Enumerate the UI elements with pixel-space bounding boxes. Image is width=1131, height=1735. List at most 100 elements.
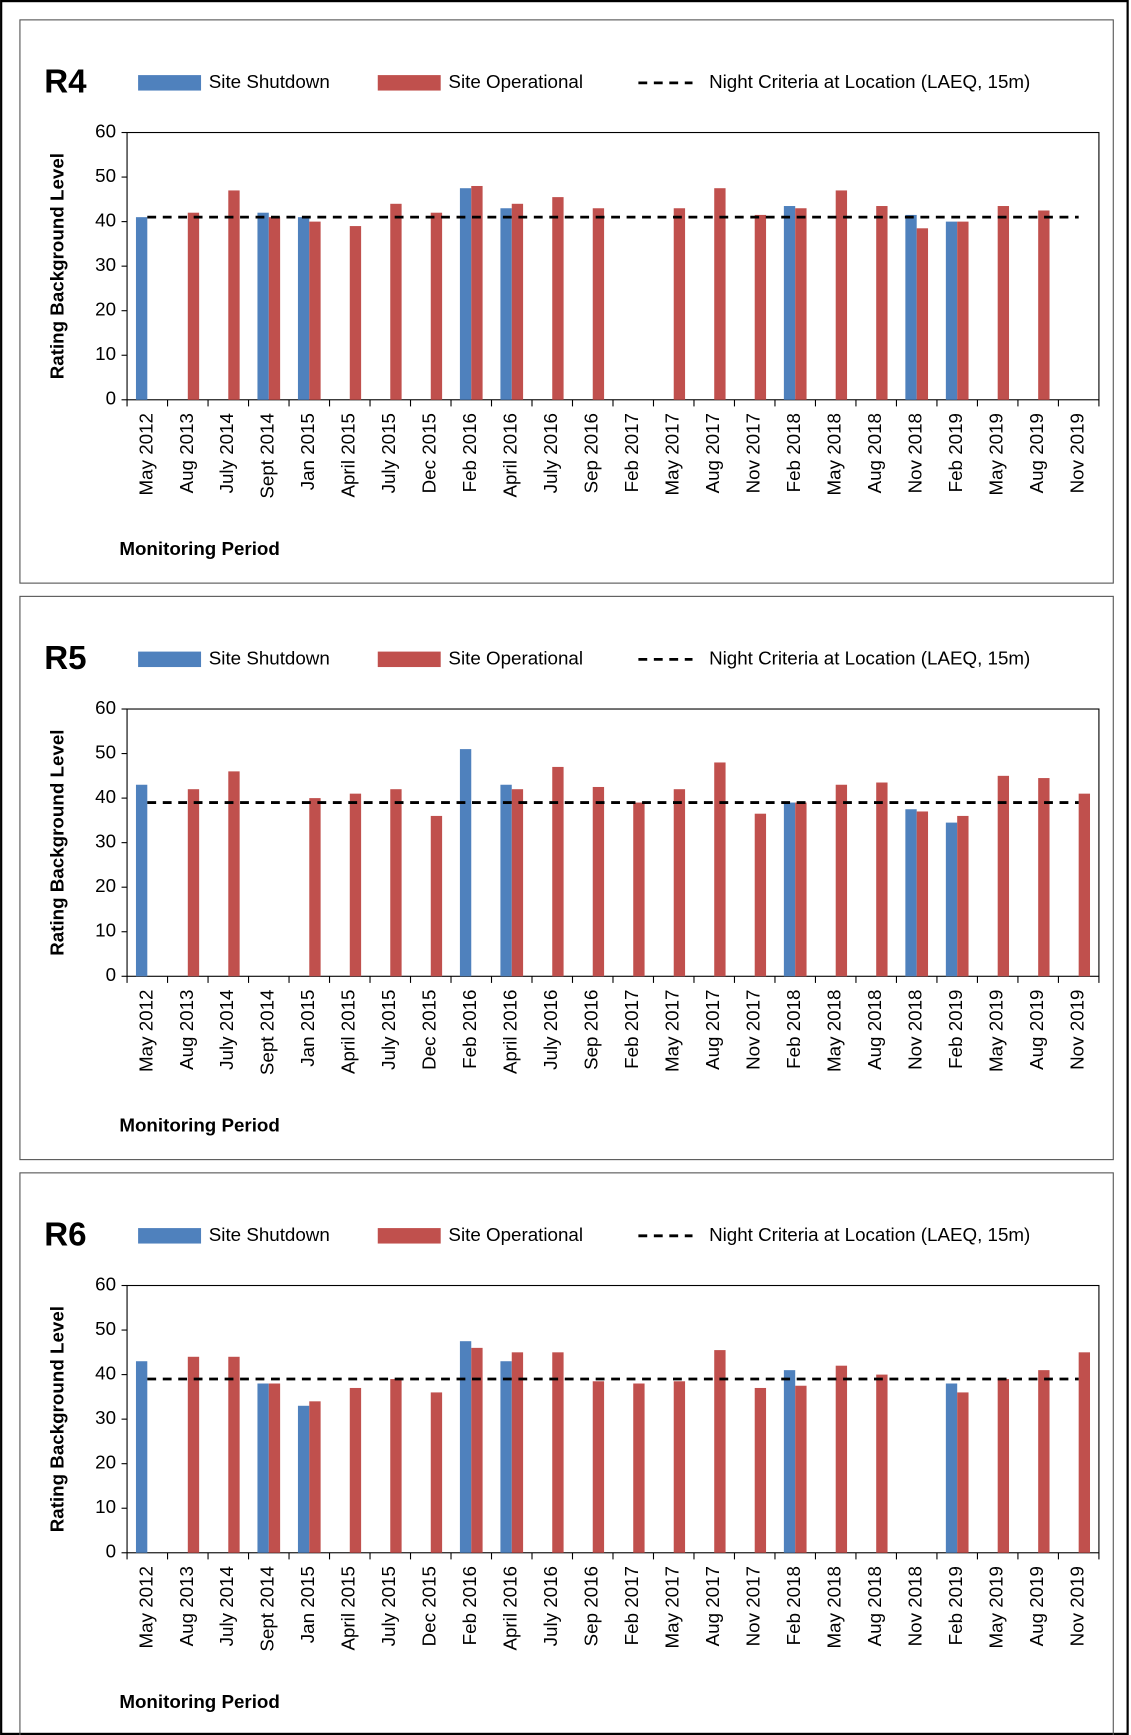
x-tick-label: Nov 2018 [905, 413, 926, 493]
x-tick-label: May 2017 [662, 990, 683, 1072]
bar [268, 217, 281, 400]
legend-label: Site Operational [448, 1224, 583, 1245]
x-tick-label: Jan 2015 [297, 413, 318, 490]
bar [945, 1383, 958, 1553]
bar [945, 822, 958, 977]
x-tick-label: Aug 2019 [1026, 1566, 1047, 1646]
x-tick-label: Aug 2018 [864, 990, 885, 1070]
bar [511, 789, 524, 977]
x-tick-label: July 2015 [378, 413, 399, 493]
x-tick-label: April 2015 [338, 413, 359, 498]
bar [754, 214, 767, 400]
bar [997, 206, 1010, 400]
y-tick-label: 40 [95, 210, 116, 231]
bar [835, 190, 848, 400]
x-tick-label: Nov 2018 [905, 990, 926, 1070]
x-tick-label: May 2018 [824, 413, 845, 495]
bar [511, 203, 524, 400]
bar [228, 1356, 240, 1553]
x-tick-label: Nov 2019 [1067, 1566, 1088, 1646]
x-tick-label: Sep 2016 [581, 990, 602, 1070]
bar [714, 762, 726, 977]
bar [268, 1383, 281, 1553]
bar [783, 802, 796, 977]
bar [916, 228, 929, 400]
x-tick-label: Nov 2019 [1067, 413, 1088, 493]
x-tick-label: Feb 2017 [621, 413, 642, 492]
legend-label: Site Operational [448, 71, 583, 92]
x-tick-label: Feb 2019 [945, 1566, 966, 1645]
x-tick-label: Sep 2016 [581, 1566, 602, 1646]
bar [1038, 210, 1050, 400]
legend-label: Site Shutdown [209, 647, 330, 668]
y-tick-label: 50 [95, 165, 116, 186]
x-tick-label: Dec 2015 [419, 413, 440, 493]
x-tick-label: May 2012 [135, 990, 156, 1072]
bar [876, 782, 888, 977]
x-tick-label: May 2019 [986, 413, 1007, 495]
bar [592, 208, 605, 400]
bar [257, 1383, 269, 1553]
bar [714, 188, 726, 400]
bar [309, 798, 321, 977]
bar [430, 212, 443, 400]
x-tick-label: April 2015 [338, 990, 359, 1075]
x-tick-label: May 2019 [986, 1566, 1007, 1648]
bar [957, 1392, 969, 1553]
x-tick-label: Aug 2019 [1026, 990, 1047, 1070]
legend-label: Site Operational [448, 647, 583, 668]
bar [795, 802, 807, 977]
x-tick-label: Sep 2016 [581, 413, 602, 493]
x-tick-label: Aug 2019 [1026, 413, 1047, 493]
bar [552, 1352, 564, 1553]
y-tick-label: 60 [95, 697, 116, 718]
bar [135, 217, 148, 400]
legend-swatch [138, 651, 202, 668]
x-tick-label: Jan 2015 [297, 1566, 318, 1643]
y-tick-label: 20 [95, 875, 116, 896]
bar [187, 212, 200, 400]
bar [997, 775, 1010, 977]
bar [430, 1392, 443, 1553]
y-axis-title: Rating Background Level [47, 730, 68, 956]
y-tick-label: 0 [106, 964, 116, 985]
bar [592, 786, 605, 977]
x-tick-label: July 2014 [216, 413, 237, 493]
x-tick-label: Feb 2017 [621, 1566, 642, 1645]
legend-swatch [138, 75, 202, 91]
bar [835, 784, 848, 977]
x-tick-label: Nov 2017 [743, 413, 764, 493]
bar [905, 809, 917, 977]
bar [297, 1405, 310, 1553]
bar [309, 221, 321, 400]
x-tick-label: Sept 2014 [257, 413, 278, 499]
x-tick-label: July 2016 [540, 1566, 561, 1646]
bar [633, 802, 645, 977]
x-tick-label: Feb 2016 [459, 413, 480, 492]
bar [673, 208, 686, 400]
y-tick-label: 40 [95, 1363, 116, 1384]
x-axis-title: Monitoring Period [119, 1691, 280, 1712]
bar [916, 811, 929, 977]
legend-label: Site Shutdown [209, 1224, 330, 1245]
x-tick-label: May 2018 [824, 1566, 845, 1648]
y-tick-label: 20 [95, 1452, 116, 1473]
x-tick-label: Dec 2015 [419, 1566, 440, 1646]
bar [390, 1379, 402, 1553]
bar [430, 815, 443, 977]
bar [876, 1374, 888, 1553]
y-tick-label: 30 [95, 254, 116, 275]
bar [309, 1401, 321, 1553]
bar [997, 1379, 1010, 1553]
x-tick-label: May 2012 [135, 413, 156, 495]
bar [795, 1385, 807, 1553]
bar [783, 206, 796, 400]
x-tick-label: April 2016 [500, 1566, 521, 1651]
plot-area [126, 1284, 1100, 1554]
legend-swatch [377, 651, 441, 668]
bar [297, 217, 310, 400]
bar [714, 1350, 726, 1553]
panel-border [19, 595, 1114, 1161]
bar [500, 784, 512, 977]
bar [1038, 1370, 1050, 1553]
